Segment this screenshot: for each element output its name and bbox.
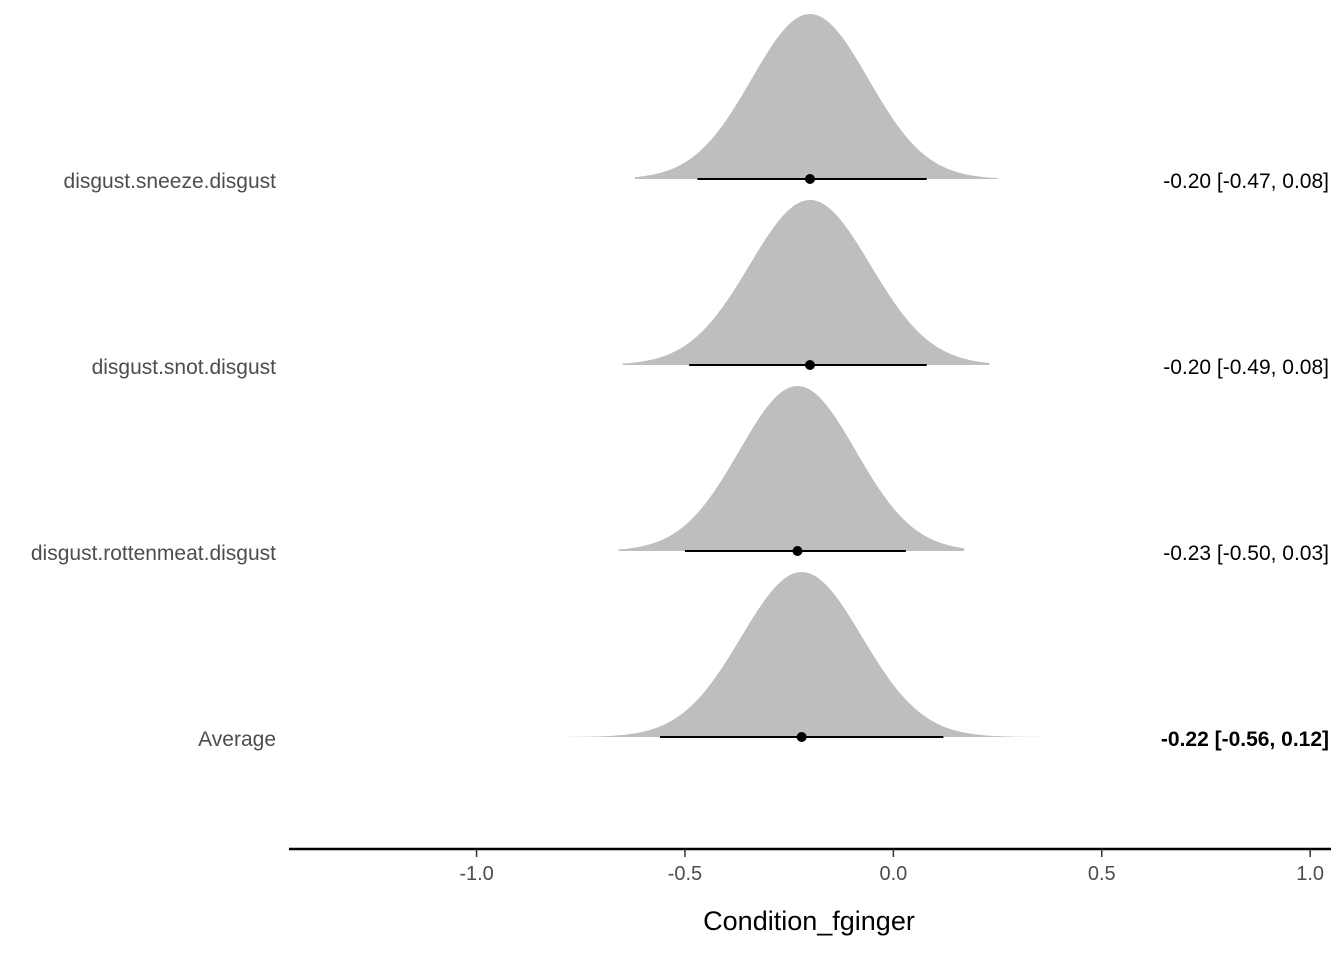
x-axis-ticks: -1.0 -0.5 0.0 0.5 1.0 <box>459 849 1324 885</box>
density-disgust-sneeze-disgust <box>634 14 998 180</box>
estimate-label-disgust-snot-disgust: -0.20 [-0.49, 0.08] <box>1163 356 1329 379</box>
x-tick-label: -1.0 <box>459 863 493 885</box>
x-tick-label: 1.0 <box>1296 863 1324 885</box>
row-label-disgust-sneeze-disgust: disgust.sneeze.disgust <box>64 170 277 193</box>
row-label-average: Average <box>198 728 276 751</box>
estimate-label-disgust-rottenmeat-disgust: -0.23 [-0.50, 0.03] <box>1163 542 1329 565</box>
x-tick-label: 0.0 <box>879 863 907 885</box>
density-disgust-snot-disgust <box>622 200 990 365</box>
x-tick-label: -0.5 <box>668 863 702 885</box>
point-estimate-average <box>796 732 807 742</box>
estimate-label-disgust-sneeze-disgust: -0.20 [-0.47, 0.08] <box>1163 170 1329 193</box>
x-tick-label: 0.5 <box>1088 863 1116 885</box>
density-layer <box>564 14 1056 737</box>
interval-layer <box>659 174 944 742</box>
row-label-disgust-snot-disgust: disgust.snot.disgust <box>92 356 277 379</box>
point-estimate-disgust-snot-disgust <box>805 360 815 370</box>
density-average <box>564 572 1056 737</box>
point-estimate-disgust-rottenmeat-disgust <box>792 546 803 556</box>
row-labels: disgust.sneeze.disgust disgust.snot.disgu… <box>31 170 276 751</box>
density-disgust-rottenmeat-disgust <box>618 386 965 551</box>
row-label-disgust-rottenmeat-disgust: disgust.rottenmeat.disgust <box>31 542 276 565</box>
estimate-labels: -0.20 [-0.47, 0.08] -0.20 [-0.49, 0.08] -0… <box>1161 170 1329 751</box>
point-estimate-disgust-sneeze-disgust <box>805 174 815 184</box>
estimate-label-average: -0.22 [-0.56, 0.12] <box>1161 728 1329 751</box>
x-axis-title: Condition_fginger <box>703 906 915 936</box>
